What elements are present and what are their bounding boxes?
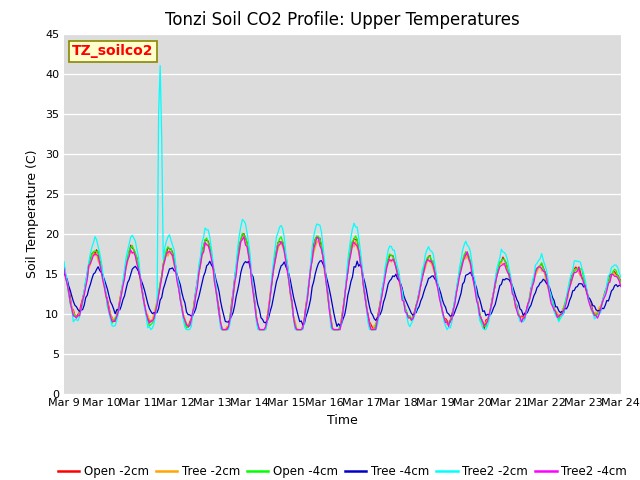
Text: TZ_soilco2: TZ_soilco2 xyxy=(72,44,154,59)
Legend: Open -2cm, Tree -2cm, Open -4cm, Tree -4cm, Tree2 -2cm, Tree2 -4cm: Open -2cm, Tree -2cm, Open -4cm, Tree -4… xyxy=(53,461,632,480)
X-axis label: Time: Time xyxy=(327,414,358,427)
Y-axis label: Soil Temperature (C): Soil Temperature (C) xyxy=(26,149,40,278)
Title: Tonzi Soil CO2 Profile: Upper Temperatures: Tonzi Soil CO2 Profile: Upper Temperatur… xyxy=(165,11,520,29)
